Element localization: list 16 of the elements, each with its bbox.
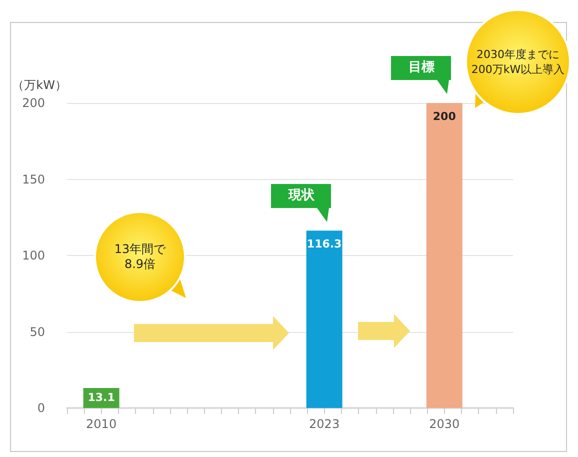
y-axis-title: （万kW） xyxy=(12,78,67,92)
x-tick-label: 2023 xyxy=(309,417,340,431)
x-tick-label: 2010 xyxy=(86,417,117,431)
y-tick-label: 150 xyxy=(22,172,45,186)
y-tick-label: 50 xyxy=(30,324,45,339)
x-tick-label: 2030 xyxy=(429,417,460,431)
data-label: 200 xyxy=(432,110,456,123)
data-label: 13.1 xyxy=(88,391,115,404)
data-label: 116.3 xyxy=(306,238,342,251)
bar xyxy=(306,230,342,408)
annotation: 現状 xyxy=(271,184,332,208)
bar xyxy=(426,103,462,408)
y-tick-label: 100 xyxy=(22,248,45,262)
y-tick-label: 200 xyxy=(22,96,45,110)
y-tick-label: 0 xyxy=(37,401,45,415)
annotation: 目標 xyxy=(391,56,452,80)
